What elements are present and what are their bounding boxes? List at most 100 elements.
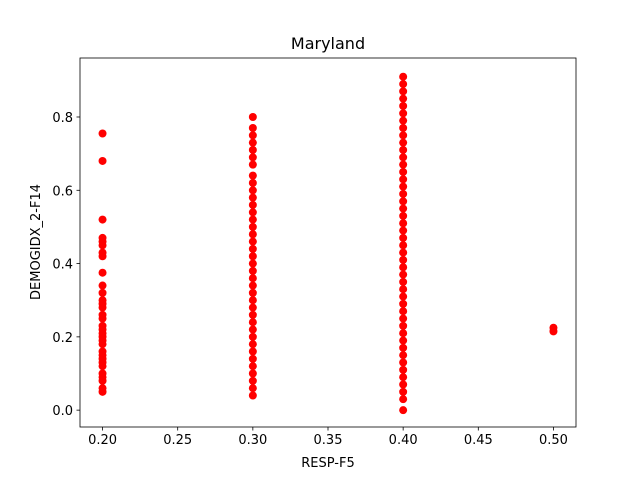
point: [399, 387, 408, 396]
point: [248, 310, 257, 319]
point: [248, 340, 257, 349]
point: [98, 241, 107, 250]
x-tick-label: 0.35: [314, 433, 343, 448]
point: [399, 241, 408, 250]
point: [399, 160, 408, 169]
point: [98, 268, 107, 277]
point: [399, 197, 408, 206]
point: [248, 244, 257, 253]
x-tick-label: 0.20: [88, 433, 117, 448]
point: [399, 102, 408, 111]
point: [98, 252, 107, 261]
point: [399, 226, 408, 235]
y-axis-label: DEMOGIDX_2-F14: [29, 184, 44, 300]
point: [248, 288, 257, 297]
point: [399, 138, 408, 147]
point: [248, 318, 257, 327]
point: [248, 303, 257, 312]
point: [248, 153, 257, 162]
point: [399, 109, 408, 118]
point: [98, 387, 107, 396]
point: [248, 296, 257, 305]
point: [248, 252, 257, 261]
x-tick-label: 0.40: [389, 433, 418, 448]
point: [399, 380, 408, 389]
point: [399, 285, 408, 294]
x-tick-label: 0.25: [163, 433, 192, 448]
y-tick-label: 0.4: [52, 258, 73, 273]
point: [248, 208, 257, 217]
point: [248, 391, 257, 400]
point: [98, 362, 107, 371]
point: [399, 94, 408, 103]
point: [399, 175, 408, 184]
point: [248, 230, 257, 239]
point: [399, 80, 408, 89]
point: [399, 255, 408, 264]
y-tick-label: 0.6: [52, 184, 73, 199]
point: [98, 288, 107, 297]
point: [248, 123, 257, 132]
point: [399, 204, 408, 213]
point: [399, 131, 408, 140]
point: [399, 307, 408, 316]
point: [248, 112, 257, 121]
y-tick-label: 0.2: [52, 331, 73, 346]
point: [98, 129, 107, 138]
point: [399, 263, 408, 272]
point: [248, 376, 257, 385]
point: [248, 131, 257, 140]
point: [248, 281, 257, 290]
point: [248, 178, 257, 187]
point: [399, 211, 408, 220]
point: [248, 274, 257, 283]
point: [399, 351, 408, 360]
x-tick-label: 0.30: [238, 433, 267, 448]
x-tick-label: 0.45: [464, 433, 493, 448]
point: [98, 376, 107, 385]
point: [399, 248, 408, 257]
point: [399, 123, 408, 132]
x-tick-label: 0.50: [539, 433, 568, 448]
point: [399, 329, 408, 338]
point: [248, 266, 257, 275]
point: [248, 160, 257, 169]
point: [98, 215, 107, 224]
point: [248, 186, 257, 195]
point: [248, 215, 257, 224]
point: [399, 182, 408, 191]
point: [98, 281, 107, 290]
chart-title: Maryland: [291, 34, 365, 53]
point: [248, 332, 257, 341]
point: [248, 145, 257, 154]
point: [399, 167, 408, 176]
point: [248, 384, 257, 393]
point: [399, 87, 408, 96]
point: [248, 259, 257, 268]
point: [399, 233, 408, 242]
point: [399, 270, 408, 279]
point: [399, 153, 408, 162]
point: [248, 193, 257, 202]
point: [399, 321, 408, 330]
point: [399, 395, 408, 404]
point: [248, 237, 257, 246]
point: [98, 340, 107, 349]
point: [399, 189, 408, 198]
point: [399, 343, 408, 352]
point: [98, 314, 107, 323]
point: [248, 325, 257, 334]
point: [248, 369, 257, 378]
y-tick-label: 0.8: [52, 111, 73, 126]
point: [399, 72, 408, 81]
x-axis-label: RESP-F5: [301, 456, 355, 471]
point: [248, 362, 257, 371]
point: [98, 156, 107, 165]
point: [399, 116, 408, 125]
point: [399, 219, 408, 228]
point: [399, 358, 408, 367]
point: [399, 314, 408, 323]
point: [98, 303, 107, 312]
point: [399, 365, 408, 374]
